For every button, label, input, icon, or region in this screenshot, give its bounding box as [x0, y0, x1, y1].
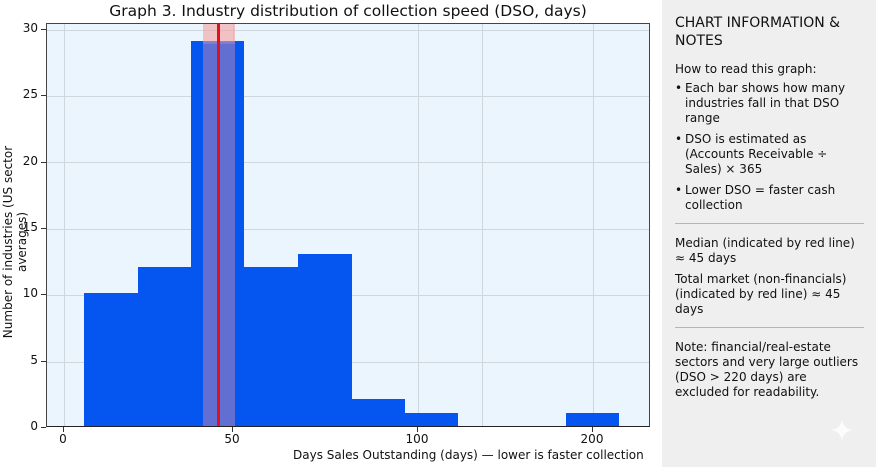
- y-tick-label: 30: [22, 21, 38, 35]
- notes-title: CHART INFORMATION & NOTES: [675, 15, 841, 49]
- grid-x-200: [593, 24, 594, 426]
- y-tick-mark: [41, 228, 46, 229]
- chart-area: Graph 3. Industry distribution of collec…: [1, 2, 650, 462]
- x-tick-label: 200: [580, 432, 604, 446]
- grid-y-15: [47, 229, 649, 230]
- x-axis-label: Days Sales Outstanding (days) — lower is…: [293, 448, 644, 462]
- y-tick-mark: [41, 95, 46, 97]
- y-tick-label: 0: [30, 419, 38, 433]
- grid-x-150: [482, 24, 483, 426]
- grid-y-20: [47, 162, 649, 163]
- median-note: Median (indicated by red line) ≈ 45 days: [675, 236, 855, 265]
- histogram-bar: [84, 293, 138, 426]
- how-to-read-heading: How to read this graph:: [675, 62, 817, 76]
- divider: [675, 223, 864, 224]
- histogram-bar: [405, 413, 458, 426]
- y-tick-label: 5: [30, 352, 38, 367]
- grid-y-30: [47, 30, 649, 31]
- y-tick-label: 10: [22, 286, 38, 301]
- histogram-bar: [138, 267, 191, 426]
- y-tick-label: 20: [22, 153, 38, 168]
- histogram-bar: [566, 413, 619, 426]
- x-tick-mark: [592, 427, 593, 432]
- y-tick-mark: [41, 360, 46, 362]
- x-tick-mark: [232, 427, 233, 432]
- x-tick-label: 50: [224, 432, 240, 446]
- x-tick-label: 100: [405, 432, 429, 446]
- sparkle-icon: ✦: [829, 414, 855, 449]
- plot-area: [46, 23, 650, 427]
- median-line: [217, 24, 220, 426]
- histogram-bar: [352, 399, 405, 426]
- notes-bullet: Lower DSO = faster cash collection: [675, 183, 864, 213]
- x-tick-mark: [417, 427, 418, 432]
- y-tick-label: 25: [22, 87, 38, 102]
- grid-x-100: [418, 24, 419, 426]
- histogram-bar: [244, 267, 298, 426]
- total-market-note: Total market (non-financials) (indicated…: [675, 272, 847, 316]
- histogram-bar: [298, 254, 352, 426]
- grid-y-25: [47, 96, 649, 97]
- notes-bullet: Each bar shows how many industries fall …: [675, 81, 864, 126]
- notes-bullet: DSO is estimated as (Accounts Receivable…: [675, 132, 864, 177]
- notes-panel: CHART INFORMATION & NOTES How to read th…: [662, 0, 876, 467]
- chart-title: Graph 3. Industry distribution of collec…: [109, 2, 587, 20]
- y-tick-mark: [41, 427, 46, 428]
- x-tick-mark: [63, 427, 64, 432]
- y-tick-mark: [41, 294, 46, 296]
- y-tick-mark: [41, 29, 46, 30]
- exclusion-note: Note: financial/real-estate sectors and …: [675, 340, 859, 399]
- y-axis-label: Number of industries (US sector averages…: [1, 145, 29, 339]
- y-tick-mark: [41, 161, 46, 163]
- y-tick-label: 15: [22, 220, 38, 234]
- x-tick-label: 0: [59, 432, 67, 446]
- notes-bullet-list: Each bar shows how many industries fall …: [675, 81, 864, 213]
- divider: [675, 327, 864, 328]
- grid-x-0: [64, 24, 65, 426]
